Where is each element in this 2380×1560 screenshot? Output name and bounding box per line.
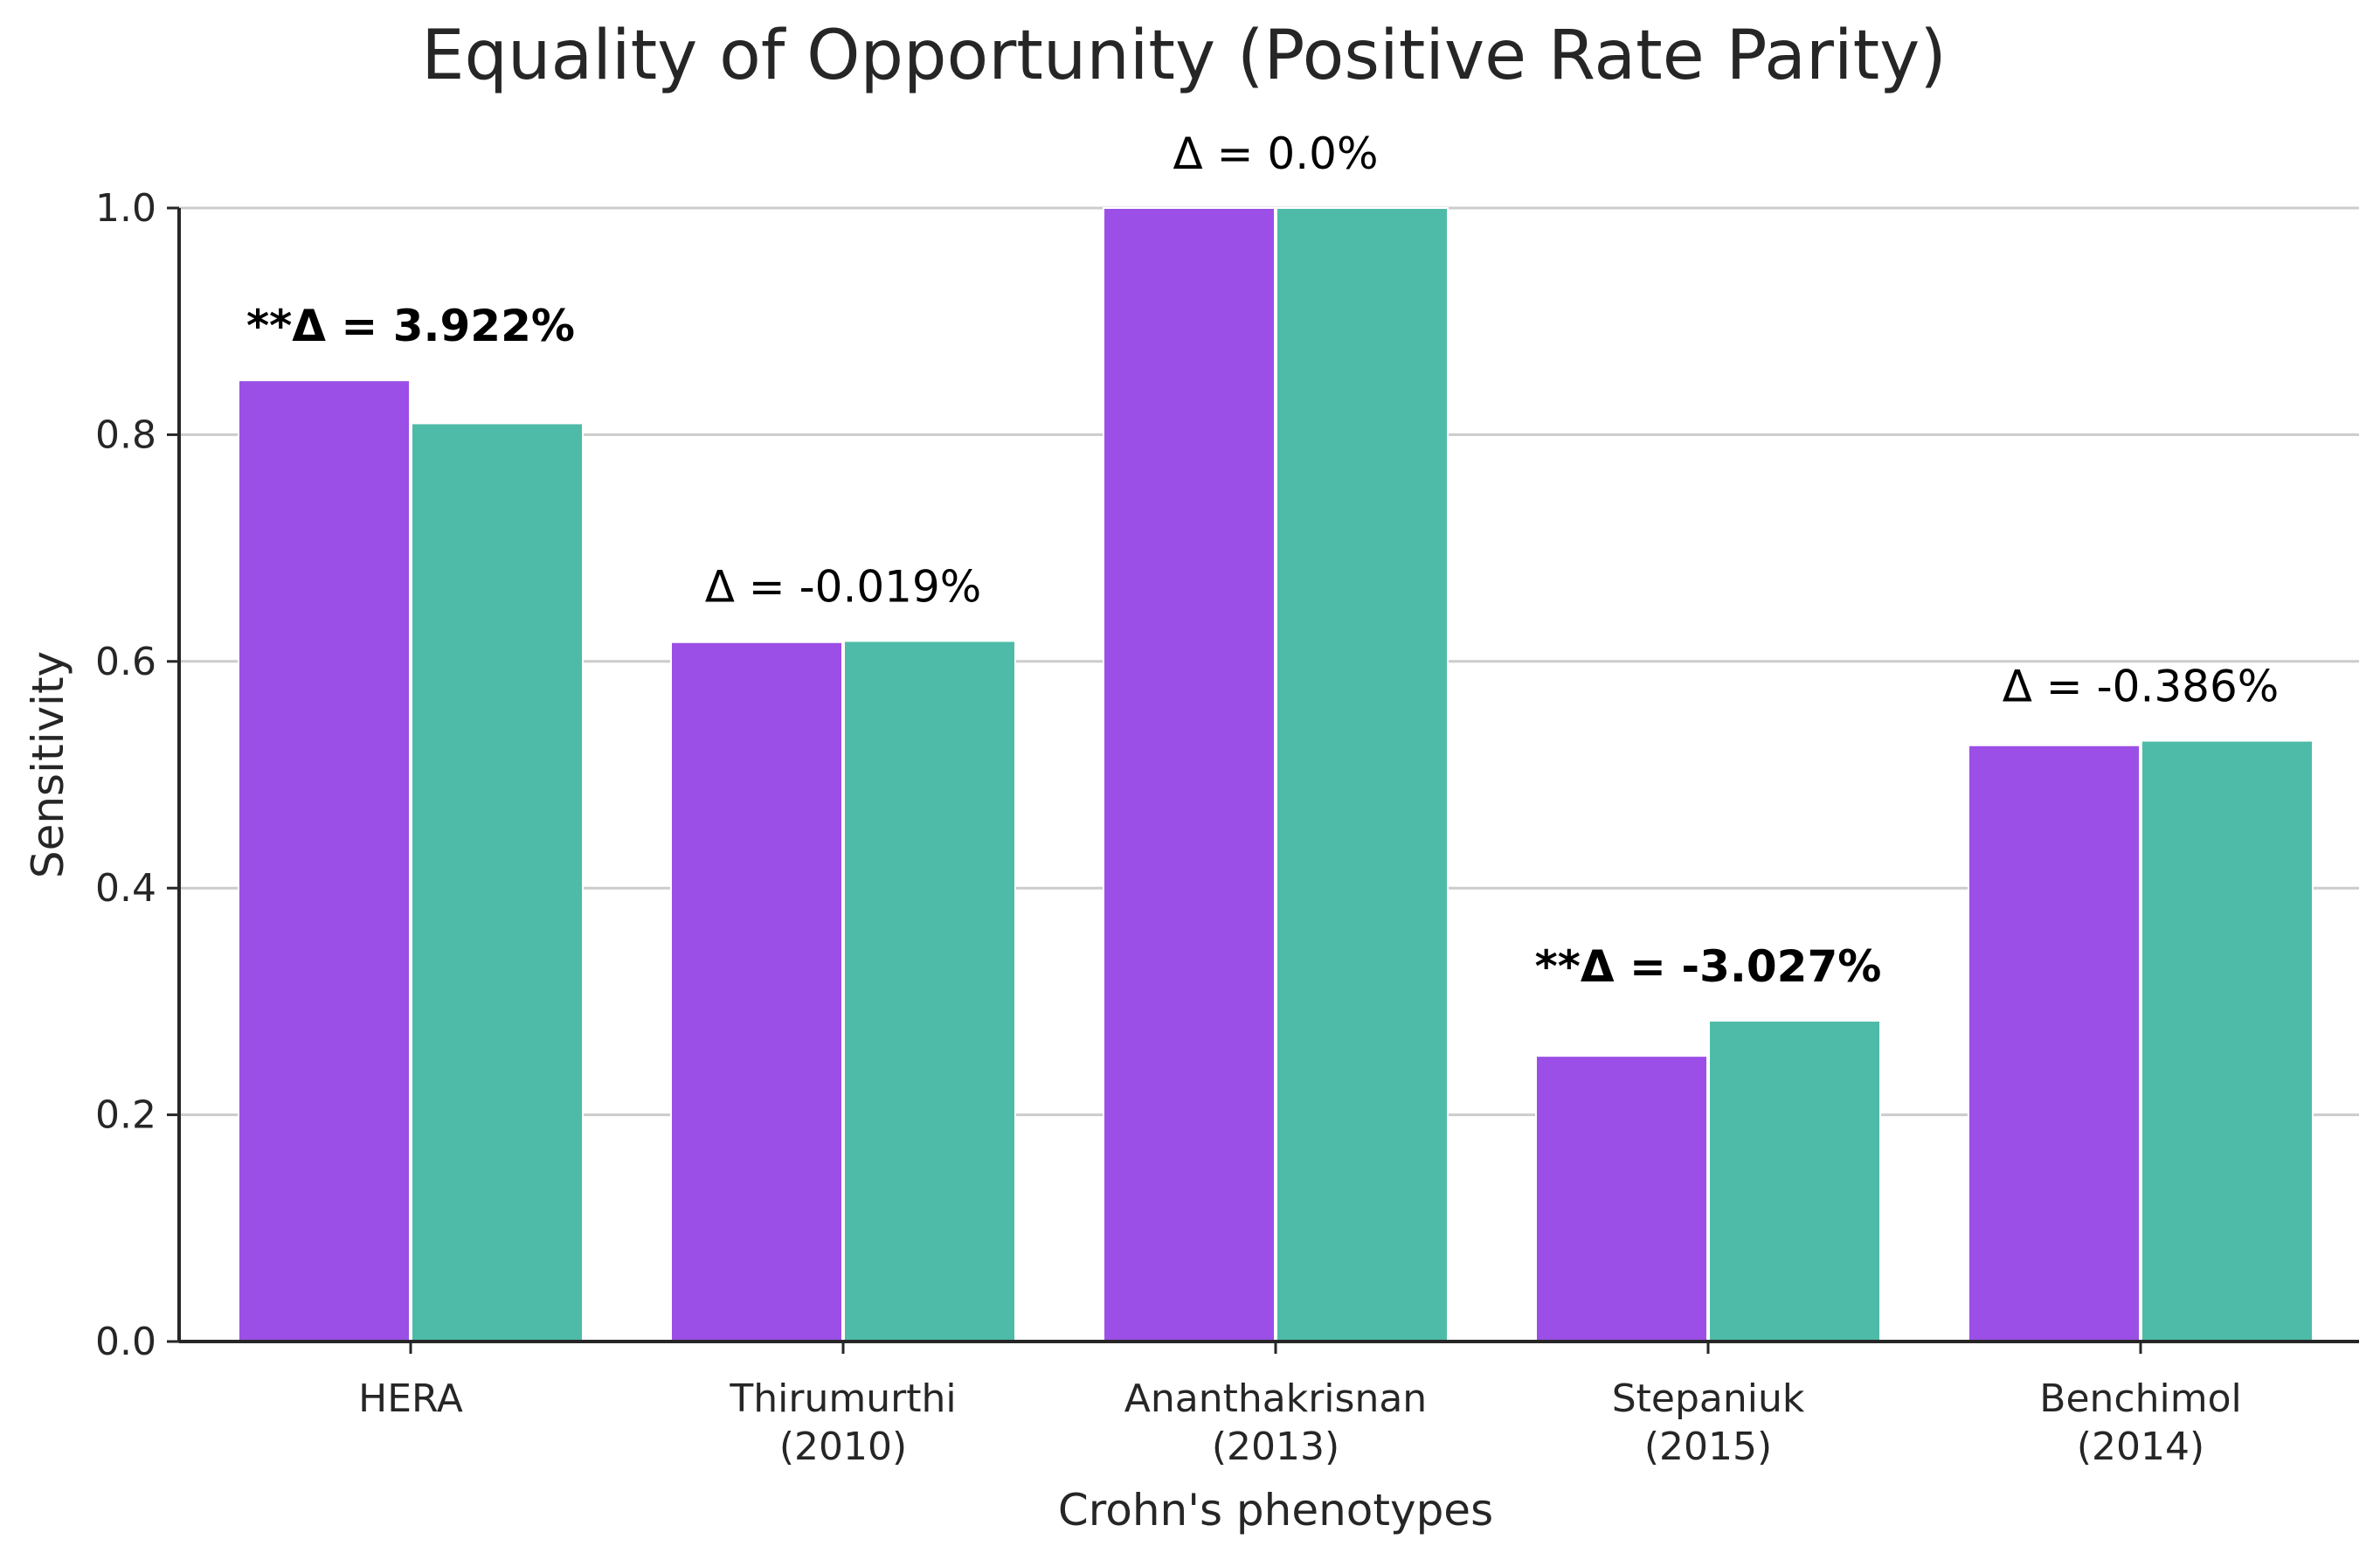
- delta-value: -3.027%: [1681, 941, 1881, 992]
- bar: [1708, 1019, 1881, 1342]
- bar: [1535, 1055, 1708, 1342]
- x-tick-label: Stepaniuk: [1612, 1376, 1805, 1421]
- bar: [1276, 207, 1449, 1342]
- y-tick-label: 0.0: [95, 1320, 156, 1364]
- bar: [2141, 739, 2314, 1342]
- delta-prefix: Δ =: [1173, 128, 1268, 179]
- delta-annotation: Δ = -0.386%: [2003, 662, 2280, 712]
- x-tick-label: Thirumurthi: [729, 1376, 956, 1421]
- delta-annotation: Δ = -0.019%: [705, 561, 982, 612]
- bar: [843, 640, 1016, 1342]
- delta-annotation: **Δ = 3.922%: [246, 301, 575, 351]
- y-tick-label: 0.2: [95, 1093, 156, 1138]
- annotations: **Δ = 3.922%Δ = -0.019%Δ = 0.0%**Δ = -3.…: [246, 128, 2279, 992]
- delta-annotation: Δ = 0.0%: [1173, 128, 1379, 179]
- y-axis-label: Sensitivity: [23, 651, 73, 878]
- x-tick-label: Ananthakrisnan: [1124, 1376, 1427, 1421]
- delta-annotation: **Δ = -3.027%: [1535, 941, 1882, 992]
- delta-value: 3.922%: [393, 301, 575, 351]
- bar: [1103, 207, 1276, 1342]
- y-tick-label: 1.0: [95, 186, 156, 231]
- delta-prefix: Δ =: [705, 561, 799, 612]
- x-tick-label: (2013): [1212, 1425, 1339, 1469]
- bar: [670, 641, 843, 1342]
- y-tick-label: 0.8: [95, 413, 156, 457]
- delta-prefix: **Δ =: [1535, 941, 1682, 992]
- bar: [411, 422, 584, 1342]
- x-axis-label: Crohn's phenotypes: [1058, 1485, 1493, 1536]
- delta-value: -0.386%: [2097, 662, 2280, 712]
- x-tick-label: (2010): [779, 1425, 907, 1469]
- y-tick-label: 0.4: [95, 866, 156, 911]
- delta-value: -0.019%: [799, 561, 982, 612]
- x-tick-label: (2014): [2077, 1425, 2204, 1469]
- delta-prefix: **Δ =: [246, 301, 393, 351]
- x-tick-label: Benchimol: [2039, 1376, 2241, 1421]
- bars: [238, 207, 2314, 1342]
- delta-prefix: Δ =: [2003, 662, 2097, 712]
- bar: [238, 379, 411, 1342]
- bar: [1968, 744, 2141, 1342]
- x-tick-label: HERA: [358, 1376, 463, 1421]
- chart-title: Equality of Opportunity (Positive Rate P…: [421, 17, 1947, 95]
- delta-value: 0.0%: [1267, 128, 1378, 179]
- x-tick-label: (2015): [1644, 1425, 1772, 1469]
- axes: 0.0 0.2 0.4 0.6 0.8 1.0 HERA Thirumurthi(2010) A…: [95, 186, 2359, 1469]
- y-tick-label: 0.6: [95, 640, 156, 684]
